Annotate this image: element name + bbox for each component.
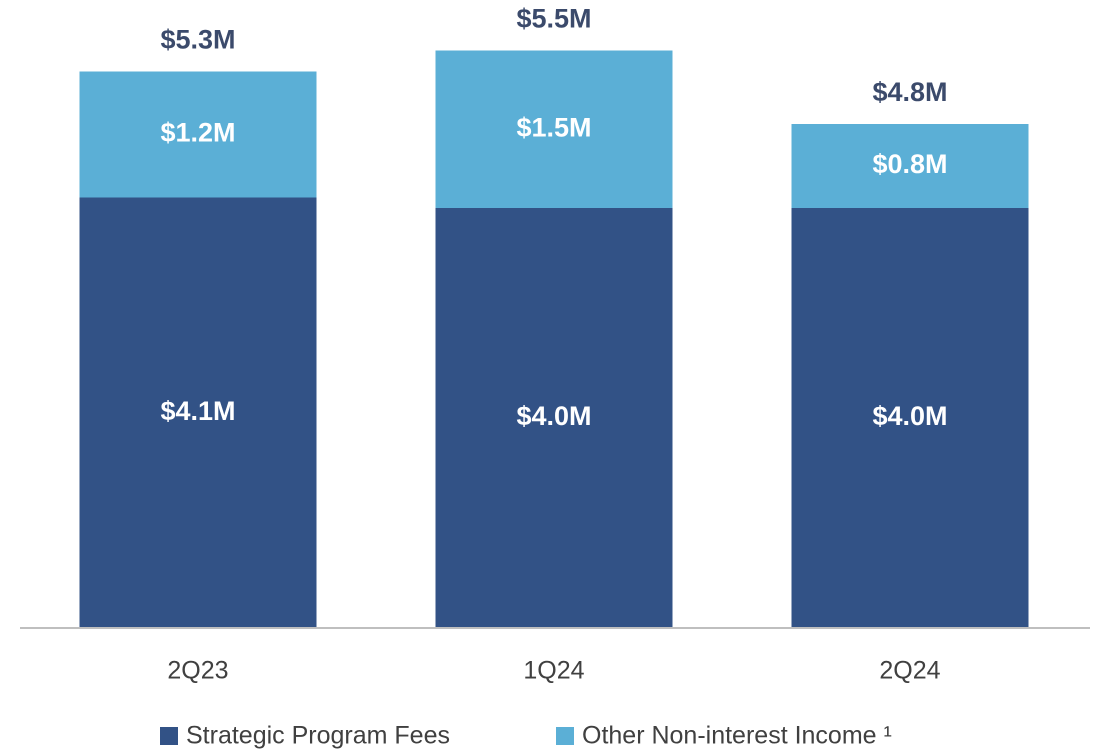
- total-label: $5.3M: [160, 25, 235, 55]
- legend-label: Other Non-interest Income ¹: [582, 722, 892, 750]
- bar-segment: [79, 197, 317, 628]
- bar-segment: [79, 71, 317, 198]
- value-label: $1.2M: [160, 118, 235, 148]
- x-tick-label: 1Q24: [523, 657, 584, 685]
- bar-segment: [435, 208, 673, 628]
- bar-segment: [791, 124, 1029, 208]
- x-tick-label: 2Q23: [167, 657, 228, 685]
- value-label: $4.1M: [160, 396, 235, 426]
- legend-swatch: [160, 727, 178, 745]
- legend-swatch: [556, 727, 574, 745]
- total-label: $4.8M: [872, 77, 947, 107]
- total-label: $5.5M: [516, 4, 591, 34]
- value-label: $1.5M: [516, 112, 591, 142]
- x-tick-label: 2Q24: [879, 657, 940, 685]
- bar-segment: [791, 208, 1029, 628]
- value-label: $4.0M: [516, 401, 591, 431]
- bar-segment: [435, 50, 673, 208]
- legend-label: Strategic Program Fees: [186, 722, 450, 750]
- value-label: $4.0M: [872, 401, 947, 431]
- value-label: $0.8M: [872, 149, 947, 179]
